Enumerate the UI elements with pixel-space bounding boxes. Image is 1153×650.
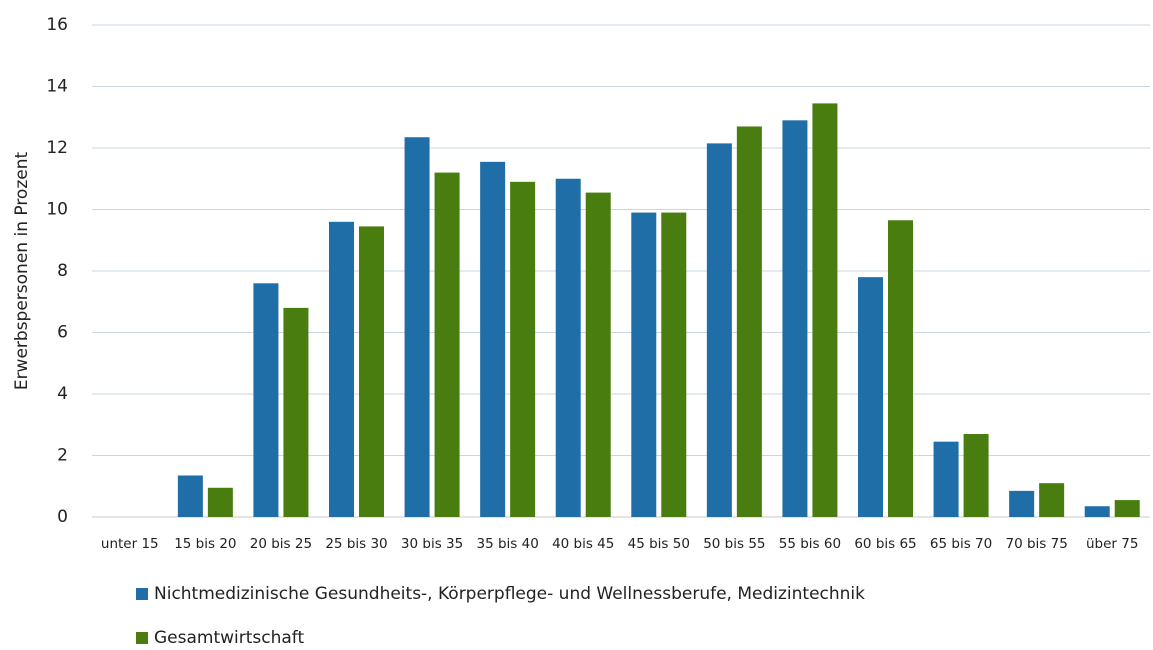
x-tick-label: 45 bis 50 [628, 536, 690, 552]
bar [736, 126, 762, 517]
x-tick-label: 70 bis 75 [1005, 536, 1067, 552]
y-axis-label: Erwerbspersonen in Prozent [12, 152, 32, 391]
bar [933, 441, 959, 517]
x-tick-label: 60 bis 65 [854, 536, 916, 552]
x-tick-label: 15 bis 20 [174, 536, 236, 552]
x-tick-label: 65 bis 70 [930, 536, 992, 552]
y-tick-label: 14 [46, 77, 68, 97]
bar [404, 137, 430, 518]
bar [555, 178, 581, 517]
bar [253, 283, 279, 517]
bar [585, 192, 611, 517]
x-tick-label: 35 bis 40 [476, 536, 538, 552]
x-tick-label: 55 bis 60 [779, 536, 841, 552]
bar [434, 172, 460, 517]
x-tick-label: 25 bis 30 [325, 536, 387, 552]
bar [1114, 500, 1140, 517]
bar [329, 221, 354, 518]
bar [1039, 483, 1065, 517]
y-tick-label: 8 [57, 261, 68, 281]
y-tick-label: 2 [57, 446, 68, 466]
bar [1009, 490, 1035, 517]
legend-label: Nichtmedizinische Gesundheits-, Körperpf… [154, 584, 865, 604]
bar [631, 212, 657, 517]
bar [510, 181, 536, 517]
bar [812, 103, 838, 517]
bar [359, 226, 384, 517]
x-tick-label: unter 15 [101, 536, 159, 552]
x-tick-label: 50 bis 55 [703, 536, 765, 552]
x-tick-label: 20 bis 25 [250, 536, 312, 552]
y-tick-label: 4 [57, 384, 68, 404]
bar [963, 433, 989, 517]
bar [661, 212, 687, 517]
legend-swatch [136, 588, 148, 600]
bar [1084, 506, 1110, 517]
bar [782, 120, 808, 517]
x-tick-label: 40 bis 45 [552, 536, 614, 552]
y-tick-label: 6 [57, 323, 68, 343]
x-tick-label: über 75 [1086, 536, 1138, 552]
legend-swatch [136, 632, 148, 644]
y-tick-label: 10 [46, 200, 68, 220]
legend-label: Gesamtwirtschaft [154, 628, 304, 648]
bar [283, 307, 309, 517]
x-tick-label: 30 bis 35 [401, 536, 463, 552]
y-tick-label: 16 [46, 15, 68, 35]
y-tick-label: 12 [46, 138, 68, 158]
bar [480, 161, 506, 517]
bar [706, 143, 732, 517]
y-tick-label: 0 [57, 507, 68, 527]
bar [888, 220, 913, 517]
bar [177, 475, 203, 517]
bar [858, 277, 883, 517]
bar [207, 487, 233, 517]
